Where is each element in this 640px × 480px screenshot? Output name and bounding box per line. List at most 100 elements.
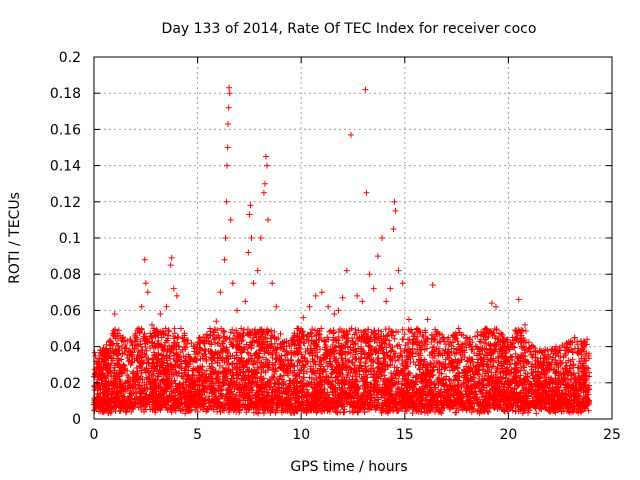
roti-point <box>197 355 204 362</box>
roti-point <box>277 340 284 347</box>
roti-point <box>219 364 226 371</box>
roti-point <box>323 360 330 367</box>
roti-point <box>413 326 420 333</box>
roti-point <box>330 337 337 344</box>
roti-point <box>208 360 215 367</box>
roti-point <box>482 392 489 399</box>
roti-point <box>541 377 548 384</box>
roti-point <box>316 336 323 343</box>
roti-point <box>350 341 357 348</box>
roti-point <box>127 398 134 405</box>
roti-point <box>221 359 228 366</box>
roti-point <box>355 345 362 352</box>
roti-point <box>357 362 364 369</box>
roti-point <box>381 336 388 343</box>
roti-point <box>391 353 398 360</box>
roti-point <box>216 362 223 369</box>
roti-point <box>219 354 226 361</box>
roti-point <box>108 373 115 380</box>
roti-point <box>447 393 454 400</box>
roti-point <box>198 367 205 374</box>
roti-point <box>382 337 389 344</box>
roti-point <box>421 388 428 395</box>
roti-point <box>418 397 425 404</box>
roti-point <box>335 333 342 340</box>
roti-point <box>361 409 368 416</box>
roti-point <box>171 377 178 384</box>
roti-point <box>210 366 217 373</box>
roti-point <box>119 344 126 351</box>
roti-point <box>498 360 505 367</box>
roti-point <box>181 367 188 374</box>
roti-point <box>256 407 263 414</box>
roti-point <box>233 352 240 359</box>
roti-point <box>345 358 352 365</box>
roti-point <box>214 408 221 415</box>
roti-point <box>541 371 548 378</box>
roti-point <box>542 374 549 381</box>
roti-point <box>543 381 550 388</box>
roti-point <box>370 330 377 337</box>
roti-point <box>329 405 336 412</box>
roti-point <box>564 340 571 347</box>
roti-point <box>284 357 291 364</box>
roti-point <box>255 410 262 417</box>
roti-point <box>585 391 592 398</box>
roti-point <box>182 344 189 351</box>
roti-point <box>106 368 113 375</box>
roti-point <box>476 375 483 382</box>
roti-point <box>422 329 429 336</box>
roti-point <box>413 372 420 379</box>
roti-point <box>498 331 505 338</box>
roti-point <box>339 385 346 392</box>
roti-point <box>389 357 396 364</box>
roti-point <box>474 359 481 366</box>
roti-point <box>485 409 492 416</box>
roti-point <box>172 408 179 415</box>
roti-point <box>245 350 252 357</box>
roti-point <box>326 358 333 365</box>
roti-point <box>301 340 308 347</box>
roti-point <box>368 357 375 364</box>
roti-point <box>455 359 462 366</box>
roti-point <box>339 334 346 341</box>
roti-point <box>168 409 175 416</box>
roti-point <box>572 345 579 352</box>
roti-point <box>203 358 210 365</box>
roti-point <box>199 371 206 378</box>
roti-point <box>293 408 300 415</box>
roti-point <box>562 347 569 354</box>
roti-point <box>218 325 225 332</box>
roti-point <box>158 334 165 341</box>
roti-point <box>507 361 514 368</box>
roti-point <box>195 335 202 342</box>
roti-point <box>334 409 341 416</box>
roti-point <box>308 337 315 344</box>
roti-point <box>502 370 509 377</box>
roti-point <box>276 344 283 351</box>
roti-point <box>452 349 459 356</box>
roti-point <box>178 360 185 367</box>
roti-point <box>339 358 346 365</box>
roti-point <box>166 328 173 335</box>
roti-point <box>558 391 565 398</box>
roti-point <box>125 380 132 387</box>
roti-point <box>136 383 143 390</box>
roti-point <box>522 370 529 377</box>
roti-point <box>472 333 479 340</box>
roti-point <box>581 365 588 372</box>
roti-point <box>333 355 340 362</box>
roti-point <box>422 363 429 370</box>
roti-point <box>580 344 587 351</box>
roti-point <box>330 329 337 336</box>
roti-point <box>260 375 267 382</box>
roti-point <box>540 355 547 362</box>
roti-point <box>488 351 495 358</box>
roti-point <box>143 347 150 354</box>
roti-point <box>382 326 389 333</box>
roti-point <box>290 332 297 339</box>
roti-point <box>552 357 559 364</box>
roti-point <box>137 388 144 395</box>
roti-point <box>492 397 499 404</box>
roti-point <box>419 391 426 398</box>
